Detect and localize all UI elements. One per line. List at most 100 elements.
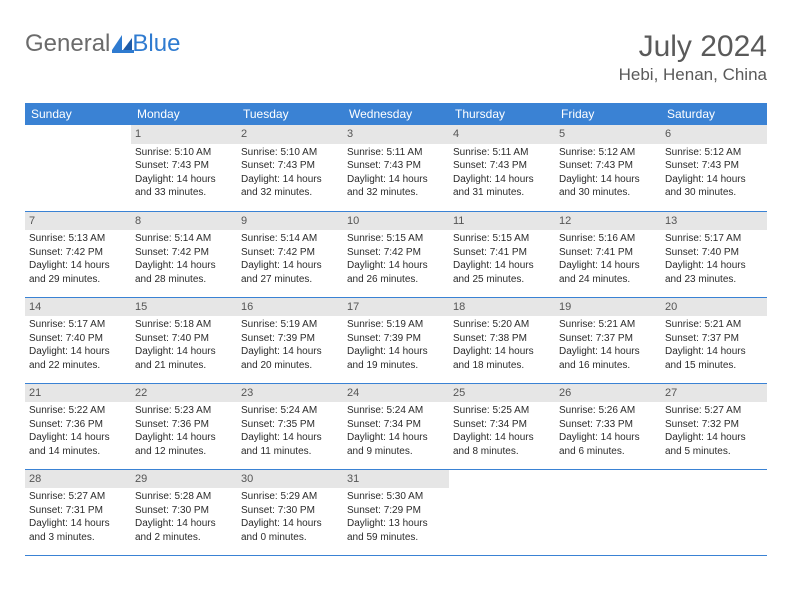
day-info: Sunrise: 5:30 AMSunset: 7:29 PMDaylight:…	[347, 490, 445, 544]
sunset-text: Sunset: 7:42 PM	[135, 246, 233, 260]
calendar-day-cell: 28Sunrise: 5:27 AMSunset: 7:31 PMDayligh…	[25, 469, 131, 555]
daylight-text: Daylight: 14 hours and 18 minutes.	[453, 345, 551, 372]
sunrise-text: Sunrise: 5:21 AM	[665, 318, 763, 332]
day-info: Sunrise: 5:15 AMSunset: 7:42 PMDaylight:…	[347, 232, 445, 286]
day-number: 28	[25, 470, 131, 489]
day-number: 13	[661, 212, 767, 231]
daylight-text: Daylight: 14 hours and 20 minutes.	[241, 345, 339, 372]
calendar-day-cell: 31Sunrise: 5:30 AMSunset: 7:29 PMDayligh…	[343, 469, 449, 555]
daylight-text: Daylight: 14 hours and 32 minutes.	[347, 173, 445, 200]
sunset-text: Sunset: 7:43 PM	[665, 159, 763, 173]
sunset-text: Sunset: 7:42 PM	[347, 246, 445, 260]
day-info: Sunrise: 5:20 AMSunset: 7:38 PMDaylight:…	[453, 318, 551, 372]
day-info: Sunrise: 5:12 AMSunset: 7:43 PMDaylight:…	[559, 146, 657, 200]
daylight-text: Daylight: 14 hours and 6 minutes.	[559, 431, 657, 458]
sunset-text: Sunset: 7:43 PM	[559, 159, 657, 173]
weekday-header-row: Sunday Monday Tuesday Wednesday Thursday…	[25, 103, 767, 125]
day-number: 6	[661, 125, 767, 144]
daylight-text: Daylight: 14 hours and 27 minutes.	[241, 259, 339, 286]
day-info: Sunrise: 5:24 AMSunset: 7:34 PMDaylight:…	[347, 404, 445, 458]
sunrise-text: Sunrise: 5:25 AM	[453, 404, 551, 418]
daylight-text: Daylight: 14 hours and 19 minutes.	[347, 345, 445, 372]
sunset-text: Sunset: 7:34 PM	[453, 418, 551, 432]
day-number: 12	[555, 212, 661, 231]
calendar-day-cell: 18Sunrise: 5:20 AMSunset: 7:38 PMDayligh…	[449, 297, 555, 383]
sunset-text: Sunset: 7:31 PM	[29, 504, 127, 518]
daylight-text: Daylight: 14 hours and 0 minutes.	[241, 517, 339, 544]
day-info: Sunrise: 5:11 AMSunset: 7:43 PMDaylight:…	[347, 146, 445, 200]
sunrise-text: Sunrise: 5:27 AM	[665, 404, 763, 418]
day-info: Sunrise: 5:27 AMSunset: 7:31 PMDaylight:…	[29, 490, 127, 544]
sunset-text: Sunset: 7:36 PM	[135, 418, 233, 432]
sunrise-text: Sunrise: 5:10 AM	[135, 146, 233, 160]
day-info: Sunrise: 5:19 AMSunset: 7:39 PMDaylight:…	[347, 318, 445, 372]
daylight-text: Daylight: 14 hours and 21 minutes.	[135, 345, 233, 372]
day-info: Sunrise: 5:23 AMSunset: 7:36 PMDaylight:…	[135, 404, 233, 458]
sunrise-text: Sunrise: 5:13 AM	[29, 232, 127, 246]
sunset-text: Sunset: 7:43 PM	[241, 159, 339, 173]
sunrise-text: Sunrise: 5:16 AM	[559, 232, 657, 246]
calendar-day-cell: 23Sunrise: 5:24 AMSunset: 7:35 PMDayligh…	[237, 383, 343, 469]
daylight-text: Daylight: 14 hours and 16 minutes.	[559, 345, 657, 372]
brand-logo: General Blue	[25, 30, 180, 58]
calendar-day-cell	[555, 469, 661, 555]
daylight-text: Daylight: 14 hours and 11 minutes.	[241, 431, 339, 458]
day-number: 9	[237, 212, 343, 231]
daylight-text: Daylight: 13 hours and 59 minutes.	[347, 517, 445, 544]
sunset-text: Sunset: 7:41 PM	[559, 246, 657, 260]
day-info: Sunrise: 5:12 AMSunset: 7:43 PMDaylight:…	[665, 146, 763, 200]
day-number: 24	[343, 384, 449, 403]
sunset-text: Sunset: 7:30 PM	[241, 504, 339, 518]
day-info: Sunrise: 5:29 AMSunset: 7:30 PMDaylight:…	[241, 490, 339, 544]
calendar-day-cell: 15Sunrise: 5:18 AMSunset: 7:40 PMDayligh…	[131, 297, 237, 383]
brand-part1: General	[25, 30, 110, 58]
day-info: Sunrise: 5:11 AMSunset: 7:43 PMDaylight:…	[453, 146, 551, 200]
sunset-text: Sunset: 7:37 PM	[665, 332, 763, 346]
sunrise-text: Sunrise: 5:20 AM	[453, 318, 551, 332]
sunset-text: Sunset: 7:39 PM	[241, 332, 339, 346]
calendar-day-cell: 12Sunrise: 5:16 AMSunset: 7:41 PMDayligh…	[555, 211, 661, 297]
weekday-header: Saturday	[661, 103, 767, 125]
day-number: 22	[131, 384, 237, 403]
sunrise-text: Sunrise: 5:14 AM	[241, 232, 339, 246]
sunrise-text: Sunrise: 5:12 AM	[559, 146, 657, 160]
calendar-day-cell	[25, 125, 131, 211]
calendar-day-cell: 7Sunrise: 5:13 AMSunset: 7:42 PMDaylight…	[25, 211, 131, 297]
weekday-header: Sunday	[25, 103, 131, 125]
sunrise-text: Sunrise: 5:14 AM	[135, 232, 233, 246]
daylight-text: Daylight: 14 hours and 14 minutes.	[29, 431, 127, 458]
calendar-day-cell: 5 Sunrise: 5:12 AMSunset: 7:43 PMDaylight…	[555, 125, 661, 211]
calendar-day-cell: 10Sunrise: 5:15 AMSunset: 7:42 PMDayligh…	[343, 211, 449, 297]
daylight-text: Daylight: 14 hours and 28 minutes.	[135, 259, 233, 286]
sunset-text: Sunset: 7:40 PM	[135, 332, 233, 346]
weekday-header: Monday	[131, 103, 237, 125]
daylight-text: Daylight: 14 hours and 5 minutes.	[665, 431, 763, 458]
day-number: 5	[555, 125, 661, 144]
calendar-day-cell: 17Sunrise: 5:19 AMSunset: 7:39 PMDayligh…	[343, 297, 449, 383]
sunset-text: Sunset: 7:40 PM	[665, 246, 763, 260]
sunset-text: Sunset: 7:30 PM	[135, 504, 233, 518]
calendar-day-cell: 30Sunrise: 5:29 AMSunset: 7:30 PMDayligh…	[237, 469, 343, 555]
weekday-header: Wednesday	[343, 103, 449, 125]
day-info: Sunrise: 5:17 AMSunset: 7:40 PMDaylight:…	[665, 232, 763, 286]
sunrise-text: Sunrise: 5:27 AM	[29, 490, 127, 504]
daylight-text: Daylight: 14 hours and 29 minutes.	[29, 259, 127, 286]
day-info: Sunrise: 5:21 AMSunset: 7:37 PMDaylight:…	[665, 318, 763, 372]
sunset-text: Sunset: 7:38 PM	[453, 332, 551, 346]
day-number: 11	[449, 212, 555, 231]
day-info: Sunrise: 5:28 AMSunset: 7:30 PMDaylight:…	[135, 490, 233, 544]
daylight-text: Daylight: 14 hours and 12 minutes.	[135, 431, 233, 458]
sunset-text: Sunset: 7:40 PM	[29, 332, 127, 346]
daylight-text: Daylight: 14 hours and 31 minutes.	[453, 173, 551, 200]
calendar-day-cell: 29Sunrise: 5:28 AMSunset: 7:30 PMDayligh…	[131, 469, 237, 555]
daylight-text: Daylight: 14 hours and 30 minutes.	[665, 173, 763, 200]
day-number: 17	[343, 298, 449, 317]
daylight-text: Daylight: 14 hours and 26 minutes.	[347, 259, 445, 286]
sunrise-text: Sunrise: 5:15 AM	[347, 232, 445, 246]
day-number: 31	[343, 470, 449, 489]
location: Hebi, Henan, China	[619, 65, 767, 85]
daylight-text: Daylight: 14 hours and 9 minutes.	[347, 431, 445, 458]
day-info: Sunrise: 5:25 AMSunset: 7:34 PMDaylight:…	[453, 404, 551, 458]
brand-part2: Blue	[132, 30, 180, 58]
daylight-text: Daylight: 14 hours and 8 minutes.	[453, 431, 551, 458]
